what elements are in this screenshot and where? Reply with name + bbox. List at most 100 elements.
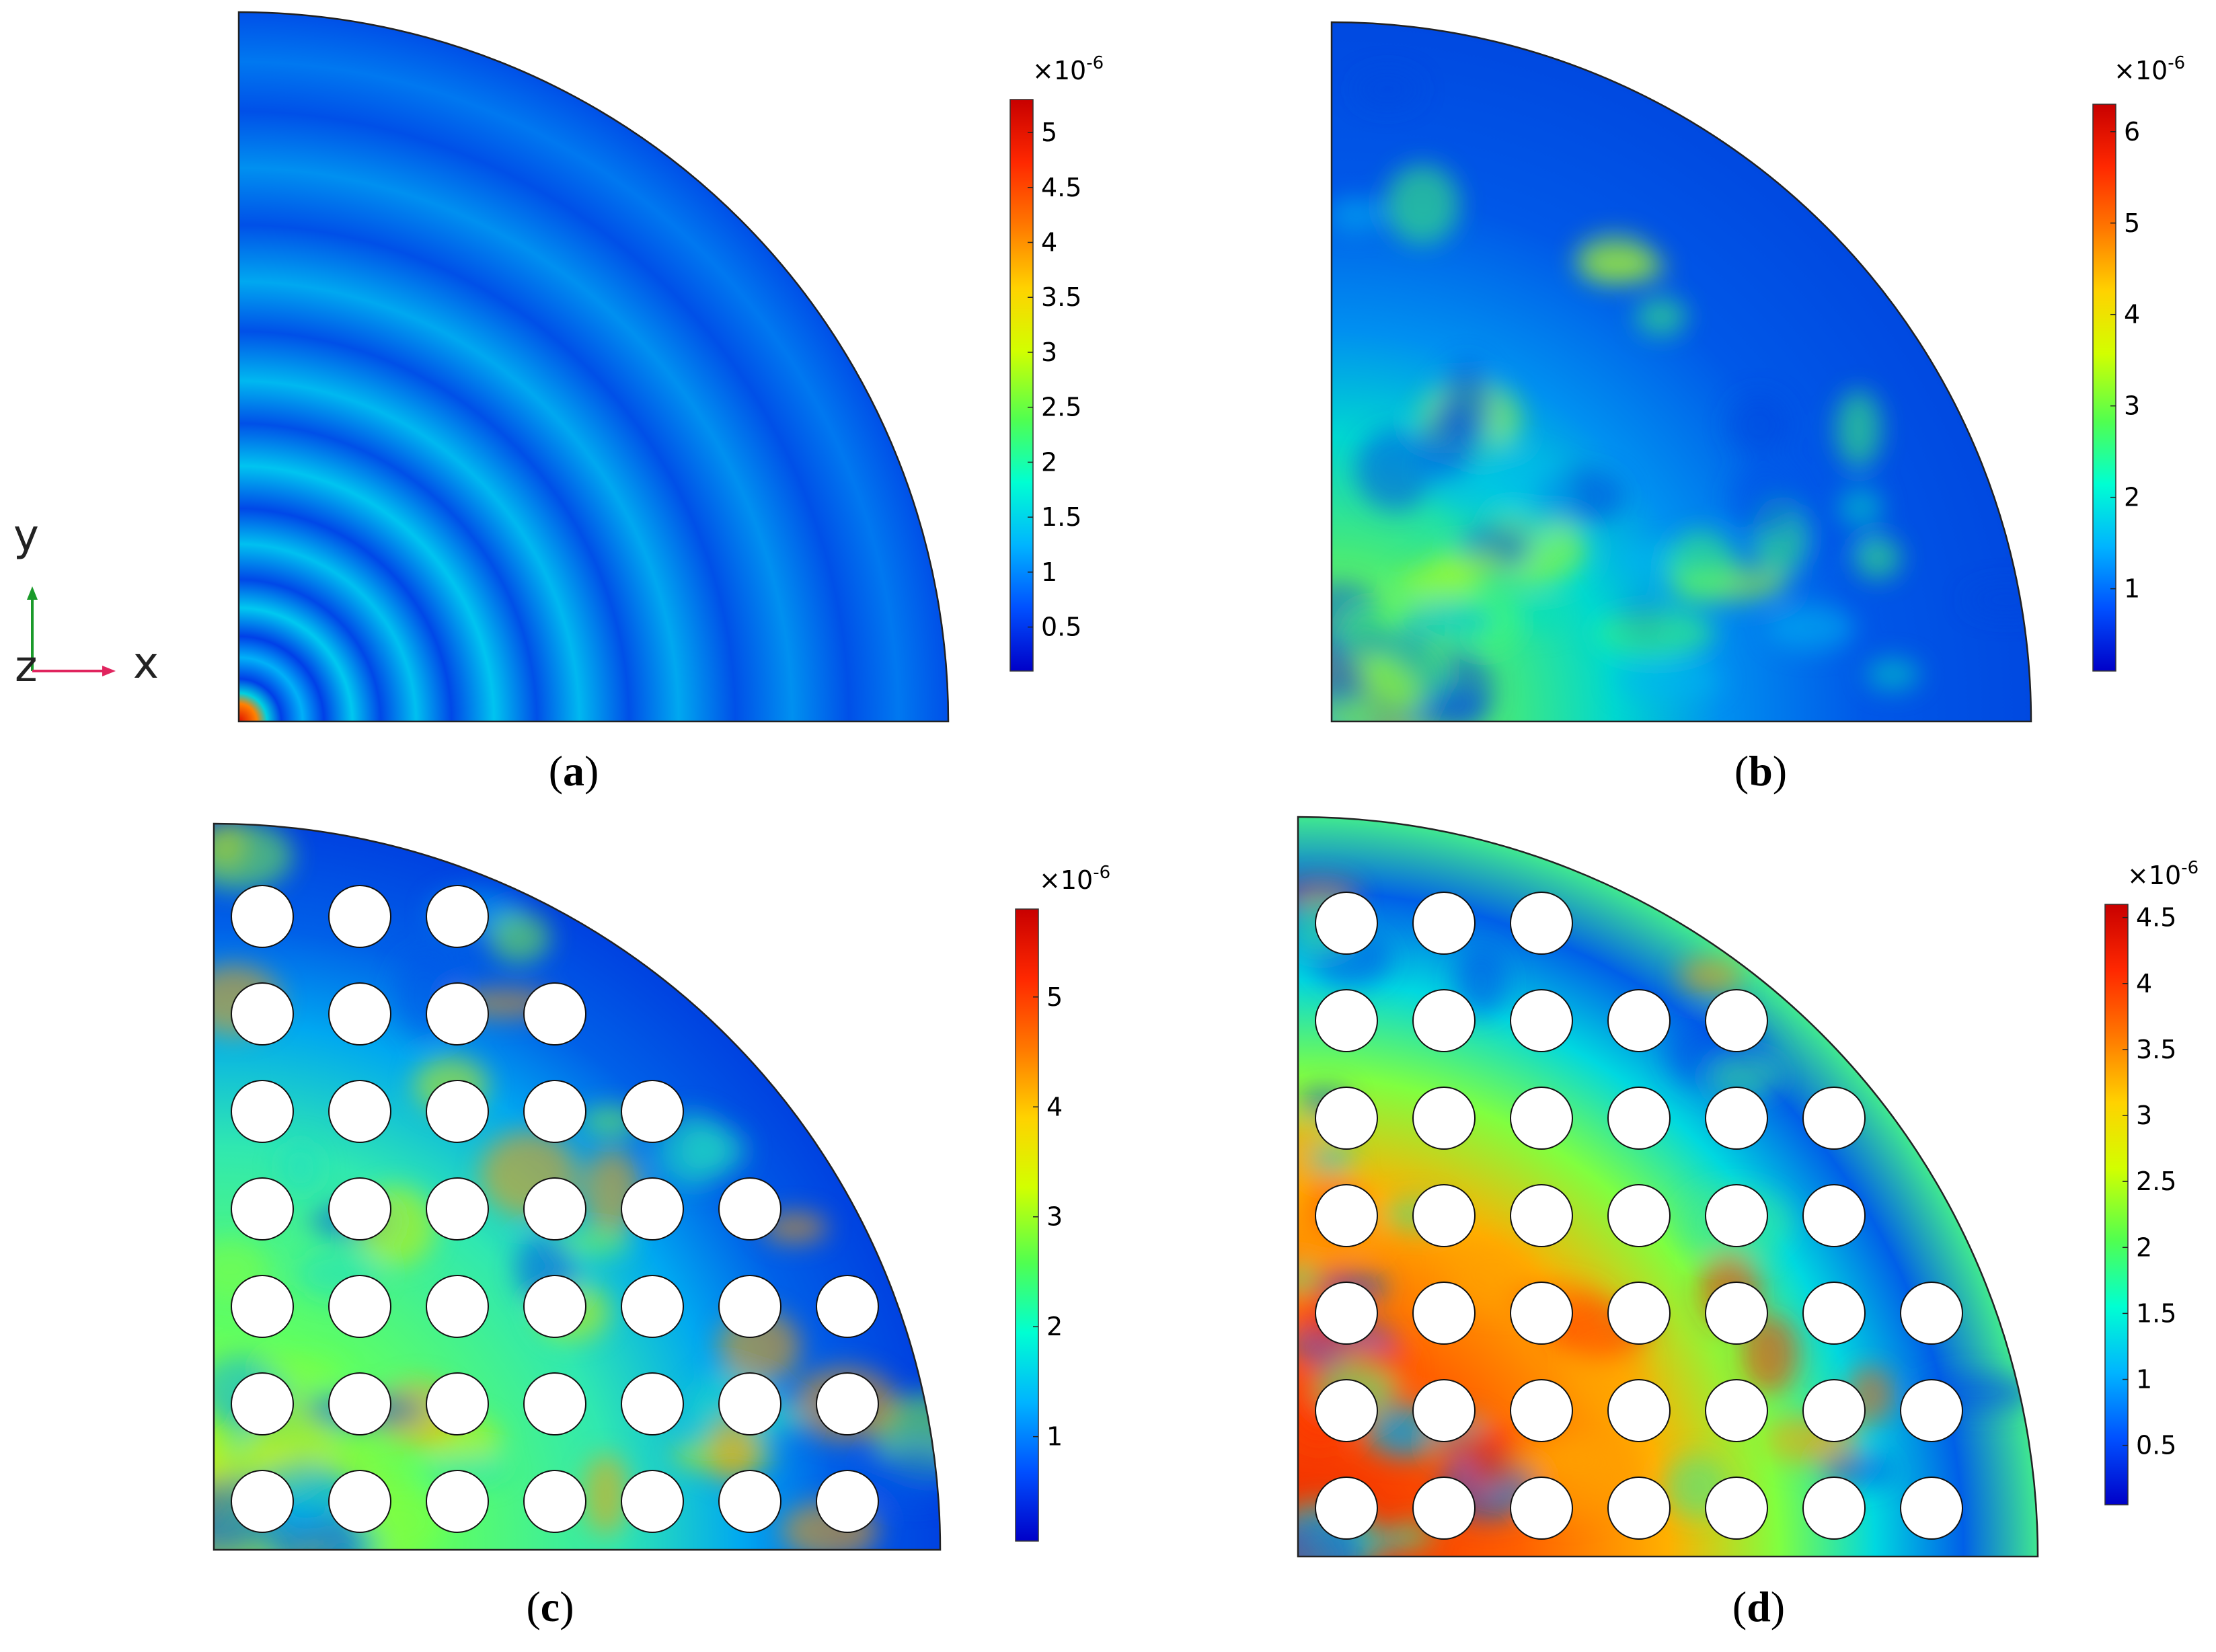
hole xyxy=(523,1470,586,1533)
hole xyxy=(426,1275,489,1338)
hole xyxy=(1412,1282,1476,1345)
axis-z-label: z xyxy=(15,642,38,692)
panel-d: 0.5 1 1.5 2 2.5 3 3.5 4 4.5 ×10-6 xyxy=(1297,816,2199,1558)
hole xyxy=(1315,1379,1378,1442)
hole xyxy=(1510,1282,1573,1345)
hole xyxy=(1607,1477,1671,1540)
field-blob xyxy=(1332,654,1420,721)
hole xyxy=(816,1275,879,1338)
hole xyxy=(1802,1282,1866,1345)
field-blob xyxy=(1595,609,1716,657)
hole xyxy=(1705,1282,1768,1345)
domain-outline-c xyxy=(213,822,942,1551)
colorbar-tick-label: 2 xyxy=(2124,483,2140,512)
field-blob xyxy=(1428,549,1503,582)
colorbar-c: 1 2 3 4 5 ×10-6 xyxy=(1015,863,1110,1542)
hole xyxy=(426,982,489,1046)
colorbar-tick-label: 3 xyxy=(1046,1202,1063,1232)
axis-y-arrowhead xyxy=(27,586,38,600)
hole xyxy=(231,1177,294,1241)
field-blob xyxy=(1615,660,1722,701)
hole xyxy=(426,1080,489,1143)
hole xyxy=(1607,989,1671,1052)
colorbar-multiplier: ×10-6 xyxy=(1032,53,1104,85)
hole xyxy=(328,982,391,1046)
caption-b: (b) xyxy=(1734,747,1788,795)
colorbar-gradient xyxy=(1015,908,1039,1542)
hole xyxy=(231,1080,294,1143)
field-blob xyxy=(1609,544,1684,576)
colorbar-tick-label: 1 xyxy=(1046,1422,1063,1452)
hole xyxy=(1705,1184,1768,1247)
hole xyxy=(231,1372,294,1435)
field-blob xyxy=(278,1140,323,1195)
hole xyxy=(426,1470,489,1533)
domain-outline-b xyxy=(1330,21,2032,723)
field-blob xyxy=(1835,390,1882,468)
colorbar-tick-label: 3.5 xyxy=(2136,1035,2176,1064)
colorbar-tick-label: 1.5 xyxy=(1041,502,1081,532)
hole xyxy=(231,982,294,1046)
colorbar-b: 1 2 3 4 5 6 ×10-6 xyxy=(2092,53,2185,672)
field-blob xyxy=(1385,164,1460,245)
colorbar-tick-label: 5 xyxy=(1046,982,1063,1012)
hole xyxy=(231,1275,294,1338)
axis-x-label: x xyxy=(133,639,159,689)
hole xyxy=(328,1275,391,1338)
hole xyxy=(1412,1087,1476,1150)
field-blob xyxy=(1854,536,1901,580)
colorbar-tick-label: 5 xyxy=(1041,118,1057,147)
hole xyxy=(1510,1379,1573,1442)
caption-a: (a) xyxy=(548,747,599,795)
colorbar-tick-label: 3 xyxy=(1041,338,1057,367)
hole xyxy=(231,1470,294,1533)
colorbar-tick-label: 4.5 xyxy=(2136,903,2176,933)
field-blob xyxy=(214,824,294,891)
hole xyxy=(621,1372,684,1435)
colorbar-multiplier: ×10-6 xyxy=(2114,53,2185,85)
axis-y-label: y xyxy=(13,511,39,561)
colorbar-tick-label: 2.5 xyxy=(1041,393,1081,422)
field-blob xyxy=(1508,453,1569,537)
hole xyxy=(1315,1087,1378,1150)
hole xyxy=(718,1470,781,1533)
field-blob xyxy=(1298,1264,1322,1294)
field-blob xyxy=(1355,428,1436,512)
hole xyxy=(718,1275,781,1338)
field-blob xyxy=(1666,530,1737,603)
colorbar-tick-label: 1 xyxy=(2124,574,2140,604)
hole xyxy=(1705,1379,1768,1442)
field-blob xyxy=(1578,251,1667,283)
hole xyxy=(621,1080,684,1143)
hole xyxy=(1802,1379,1866,1442)
field-blob xyxy=(262,1358,342,1386)
field-blob xyxy=(1679,957,1743,994)
colorbar-gradient xyxy=(1009,99,1034,672)
colorbar-tick-label: 4 xyxy=(2136,969,2152,998)
hole xyxy=(328,1470,391,1533)
hole xyxy=(1412,892,1476,955)
hole xyxy=(328,885,391,948)
colorbar-tick-label: 4 xyxy=(2124,300,2140,329)
panel-a: 0.5 1 1.5 2 2.5 3 3.5 4 4.5 5 ×10-6 xyxy=(237,11,1104,723)
colorbar-multiplier: ×10-6 xyxy=(2127,858,2199,890)
field-blob xyxy=(870,1445,940,1502)
colorbar-tick-label: 5 xyxy=(2124,208,2140,238)
hole xyxy=(231,885,294,948)
field-blob xyxy=(1707,1054,1782,1099)
hole xyxy=(1802,1184,1866,1247)
hole xyxy=(523,1080,586,1143)
colorbar-tick-label: 3 xyxy=(2124,391,2140,421)
colorbar-tick-label: 4 xyxy=(1041,228,1057,258)
hole xyxy=(1705,989,1768,1052)
hole xyxy=(426,1372,489,1435)
domain-outline-a xyxy=(237,11,950,723)
hole xyxy=(1607,1087,1671,1150)
hole xyxy=(1412,989,1476,1052)
colorbar-a: 0.5 1 1.5 2 2.5 3 3.5 4 4.5 5 ×10-6 xyxy=(1009,53,1104,672)
field-blob xyxy=(1309,1143,1356,1175)
panels-layer: 0.5 1 1.5 2 2.5 3 3.5 4 4.5 5 ×10-6 1 2 3 4 5 6 ×10-6 1 2 3 4… xyxy=(27,11,2199,1558)
hole xyxy=(1705,1477,1768,1540)
